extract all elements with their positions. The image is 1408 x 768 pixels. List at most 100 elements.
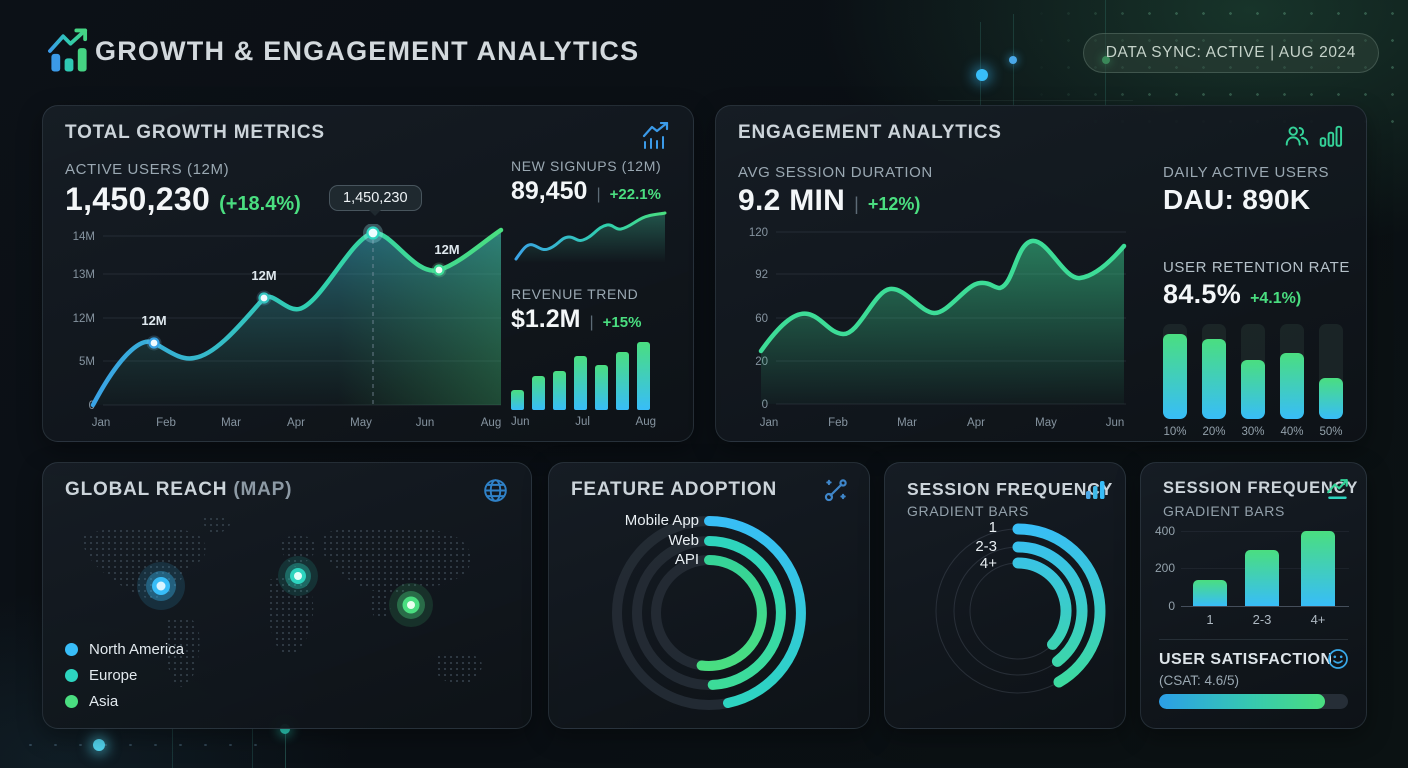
legend-item-europe: Europe [65,667,184,684]
svg-text:Feb: Feb [156,417,176,429]
marker-north-america [137,562,185,610]
revenue-value: $1.2M [511,305,581,333]
session-duration-delta: +12%) [867,194,921,214]
svg-text:0: 0 [762,399,768,411]
session-frequency-bars-title: SESSION FREQUENCY [1163,479,1359,497]
feature-adoption-card: FEATURE ADOPTION [548,462,870,729]
active-users-area-chart[interactable]: 14M 13M 12M 5M 0 12M 12M [59,224,529,434]
signups-sparkline-chart[interactable] [511,211,671,265]
ring-label-mobile-app: Mobile App [624,512,699,529]
growth-logo-icon [48,28,88,72]
revenue-bar [574,355,587,410]
legend-item-north-america: North America [65,641,184,658]
decor-line [980,22,981,107]
total-growth-card: TOTAL GROWTH METRICS ACTIVE USERS (12M) … [42,105,694,442]
continents [82,515,482,687]
world-dot-map[interactable] [53,505,521,710]
dau-value: DAU: 890K [1163,184,1311,215]
signal-bars-icon [1086,481,1105,499]
svg-text:Jun: Jun [416,417,435,429]
session-frequency-bars-card: SESSION FREQUENCY GRADIENT BARS 400 200 … [1140,462,1367,729]
data-sync-status-pill: DATA SYNC: ACTIVE | AUG 2024 [1082,33,1379,73]
retention-x-axis: 10% 20% 30% 40% 50% [1163,426,1343,438]
users-icon [1285,126,1309,146]
active-users-metric: ACTIVE USERS (12M) 1,450,230 (+18.4%) [65,161,301,218]
chart-tooltip: 1,450,230 [329,185,422,216]
global-reach-title: GLOBAL REACH [65,479,228,500]
satisfaction-progress-fill [1159,694,1326,709]
feature-adoption-radial-chart[interactable] [549,463,869,728]
globe-icon [484,479,507,502]
decor-dot [976,69,988,81]
y-tick: 0 [1168,599,1175,613]
decor-line [938,100,1133,101]
revenue-bar [595,365,608,410]
x-tick: 1 [1206,612,1214,627]
engagement-title: ENGAGEMENT ANALYTICS [738,122,1002,143]
svg-text:12M: 12M [73,313,95,325]
decor-line [172,728,173,768]
ring-label-2-3: 2-3 [975,538,997,555]
decor-line [1013,14,1014,107]
ring-arcs [1012,523,1106,688]
decor-dot [93,739,105,751]
session-duration-area-chart[interactable]: 120 92 60 20 0 Jan Feb Mar Apr May Jun [732,224,1144,434]
marker-asia [389,583,433,627]
session-frequency-bars-subtitle: GRADIENT BARS [1163,503,1285,519]
revenue-bar [553,370,566,410]
retention-bar [1319,378,1343,419]
revenue-bar [637,342,650,410]
legend-item-asia: Asia [65,693,184,710]
revenue-bar-chart[interactable] [511,342,650,410]
session-frequency-title: SESSION FREQUENCY [907,479,1114,499]
bars-area [1141,531,1366,606]
session-duration-label: AVG SESSION DURATION [738,164,933,181]
ring-label-api: API [674,551,699,568]
y-tick: 200 [1154,561,1175,575]
separator: | [854,194,859,214]
decor-line [252,728,253,768]
session-frequency-radial-chart[interactable] [885,463,1125,728]
active-users-value: 1,450,230 [65,181,211,217]
trend-up-icon [1327,479,1348,499]
user-satisfaction-label: USER SATISFACTION [1159,651,1333,668]
svg-text:May: May [350,417,372,429]
freq-bar [1193,579,1227,606]
dau-metric: DAILY ACTIVE USERS DAU: 890K [1163,164,1329,216]
marker-europe [278,556,318,596]
decor-dot-row [18,738,258,752]
revenue-bar [511,389,524,410]
svg-text:92: 92 [755,269,768,281]
global-reach-title-suffix: (MAP) [233,479,293,500]
retention-bar [1202,339,1226,419]
dau-label: DAILY ACTIVE USERS [1163,164,1330,181]
revenue-x-axis: Jun Jul Aug [511,416,656,428]
session-frequency-bar-chart[interactable]: 400 200 0 1 2-3 4+ [1141,463,1366,627]
bar-chart-icon [1319,125,1343,147]
svg-text:Mar: Mar [897,417,917,429]
svg-text:Jan: Jan [760,417,779,429]
svg-text:Jun: Jun [1106,417,1125,429]
smiley-icon [1328,649,1348,669]
decor-line [285,726,286,768]
tools-icon [824,479,847,502]
svg-text:60: 60 [755,313,768,325]
growth-side-panel: NEW SIGNUPS (12M) 89,450 | +22.1% [511,158,677,428]
retention-bar [1241,360,1265,419]
svg-text:13M: 13M [73,269,95,281]
x-tick: 2-3 [1252,612,1272,627]
active-users-label: ACTIVE USERS (12M) [65,161,230,178]
page-title: GROWTH & ENGAGEMENT ANALYTICS [95,36,640,66]
retention-bar-chart[interactable] [1163,324,1350,419]
session-frequency-subtitle: GRADIENT BARS [907,503,1029,519]
svg-text:12M: 12M [434,242,459,257]
svg-text:12M: 12M [141,313,166,328]
retention-value: 84.5% [1163,279,1242,309]
separator: | [589,314,594,331]
ring-label-4plus: 4+ [979,555,997,572]
ring-arcs [696,516,806,708]
svg-text:5M: 5M [79,356,95,368]
ring-label-web: Web [668,532,699,549]
x-tick: 4+ [1310,612,1326,627]
